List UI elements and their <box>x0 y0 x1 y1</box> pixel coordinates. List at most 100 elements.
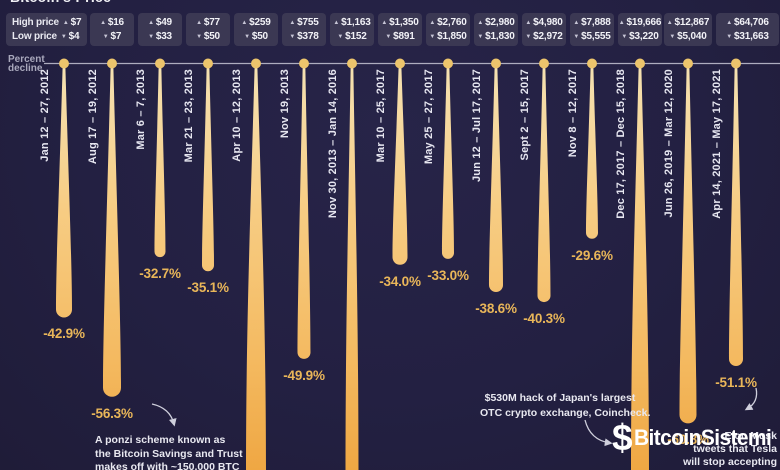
percent-decline-label: -38.6% <box>475 301 517 316</box>
price-box: ▲ $7,888 ▼ $5,555 <box>570 13 614 46</box>
decline-drip <box>345 63 359 470</box>
up-arrow-icon: ▲ <box>618 19 625 26</box>
date-range-label: Mar 6 – 7, 2013 <box>135 69 147 150</box>
axis-dot <box>299 58 309 69</box>
low-price-value: $891 <box>393 31 415 42</box>
down-arrow-icon: ▼ <box>60 33 67 40</box>
down-arrow-icon: ▼ <box>244 33 250 40</box>
low-price-value: $50 <box>251 31 268 42</box>
high-price-row: ▲ $1,350 <box>378 16 422 29</box>
annotation-musk-tweet: Elon Musk tweets that Tesla will stop ac… <box>683 430 777 469</box>
decline-drip <box>631 63 649 470</box>
price-box: ▲ $1,350 ▼ $891 <box>378 13 422 46</box>
low-price-row: ▼ $7 <box>90 30 134 43</box>
up-arrow-icon: ▲ <box>573 19 580 26</box>
low-price-value: $2,972 <box>533 31 563 42</box>
axis-dot <box>539 58 549 69</box>
up-arrow-icon: ▲ <box>381 19 388 26</box>
annotation-line: Elon Musk <box>724 430 777 442</box>
annotation-line: makes off with ~150,000 BTC <box>95 461 240 470</box>
decline-drip <box>246 63 266 470</box>
annotation-coincheck-hack: $530M hack of Japan's largest OTC crypto… <box>480 391 651 420</box>
low-price-value: $3,220 <box>629 31 659 42</box>
high-price-value: $2,760 <box>437 17 467 28</box>
high-price-value: $19,666 <box>626 17 662 28</box>
high-price-value: $1,163 <box>341 17 371 28</box>
percent-decline-label: -56.3% <box>91 405 133 421</box>
up-arrow-icon: ▲ <box>525 19 532 26</box>
decline-drip <box>729 63 743 367</box>
high-price-row: ▲ $755 <box>282 16 326 29</box>
price-box: ▲ $64,706 ▼ $31,663 <box>716 13 779 46</box>
annotation-line: tweets that Tesla <box>693 443 777 455</box>
high-price-row: ▲ $64,706 <box>716 16 779 29</box>
percent-decline-label: -60.8% <box>667 432 709 448</box>
annotation-line: OTC crypto exchange, Coincheck. <box>480 406 651 419</box>
arrow-to-musk-annotation <box>744 387 758 411</box>
down-arrow-icon: ▼ <box>102 33 109 40</box>
price-box: ▲ $1,163 ▼ $152 <box>330 13 374 46</box>
low-price-row: Low price ▼ $4 <box>6 30 87 43</box>
axis-dot <box>395 58 405 69</box>
price-box: ▲ $755 ▼ $378 <box>282 13 326 46</box>
date-range-label: Dec 17, 2017 – Dec 15, 2018 <box>615 69 627 219</box>
high-price-value: $1,350 <box>389 17 419 28</box>
percent-decline-label: -33.0% <box>427 267 469 283</box>
high-price-value: $16 <box>107 17 124 28</box>
date-range-label: Aug 17 – 19, 2012 <box>87 69 99 165</box>
low-price-value: $33 <box>155 31 172 42</box>
annotation-line: the Bitcoin Savings and Trust <box>95 447 243 460</box>
annotation-ponzi-scheme: A ponzi scheme known as the Bitcoin Savi… <box>95 434 243 470</box>
low-price-row: ▼ $1,850 <box>426 30 470 43</box>
down-arrow-icon: ▼ <box>573 33 580 40</box>
low-price-row: ▼ $33 <box>138 30 182 43</box>
axis-dot <box>731 58 741 69</box>
decline-drip <box>56 63 72 318</box>
price-legend-label: Low price <box>12 31 57 42</box>
high-price-value: $7,888 <box>581 17 611 28</box>
high-price-row: ▲ $2,980 <box>474 16 518 29</box>
high-price-value: $2,980 <box>485 17 515 28</box>
low-price-value: $50 <box>203 31 220 42</box>
up-arrow-icon: ▲ <box>726 19 732 26</box>
percent-decline-label: -35.1% <box>187 280 229 296</box>
axis-dot <box>635 58 645 69</box>
low-price-row: ▼ $31,663 <box>716 30 779 43</box>
price-box: ▲ $77 ▼ $50 <box>186 13 230 46</box>
high-price-value: $12,867 <box>674 17 710 28</box>
date-range-label: Nov 19, 2013 <box>279 69 291 139</box>
high-price-value: $77 <box>203 17 220 28</box>
axis-label-line: Percent <box>8 54 45 65</box>
percent-decline-axis-label: Percent decline <box>8 54 45 74</box>
high-price-row: ▲ $12,867 <box>664 16 712 29</box>
up-arrow-icon: ▲ <box>62 19 69 26</box>
date-range-label: May 25 – 27, 2017 <box>423 69 435 165</box>
low-price-value: $1,830 <box>485 31 515 42</box>
price-box: ▲ $2,760 ▼ $1,850 <box>426 13 470 46</box>
down-arrow-icon: ▼ <box>621 33 628 40</box>
date-range-label: Jun 12 – Jul 17, 2017 <box>471 69 483 183</box>
percent-decline-label: -29.6% <box>571 247 613 263</box>
decline-drip <box>103 63 121 397</box>
price-box: ▲ $4,980 ▼ $2,972 <box>522 13 566 46</box>
low-price-row: ▼ $1,830 <box>474 30 518 43</box>
down-arrow-icon: ▼ <box>429 33 436 40</box>
bitcoin-dollar-icon: $ <box>612 417 633 458</box>
high-price-value: $64,706 <box>734 17 769 28</box>
axis-dot <box>155 58 165 69</box>
high-price-value: $4,980 <box>533 17 563 28</box>
high-price-row: ▲ $77 <box>186 16 230 29</box>
date-range-label: Sept 2 – 15, 2017 <box>519 69 531 161</box>
low-price-row: ▼ $2,972 <box>522 30 566 43</box>
down-arrow-icon: ▼ <box>289 33 296 40</box>
price-box: ▲ $49 ▼ $33 <box>138 13 182 46</box>
decline-drip <box>679 63 697 424</box>
down-arrow-icon: ▼ <box>148 33 154 40</box>
watermark-name: BitcoinSistemi <box>633 425 772 450</box>
high-price-row: ▲ $49 <box>138 16 182 29</box>
down-arrow-icon: ▼ <box>477 33 484 40</box>
high-price-row: High price ▲ $7 <box>6 16 87 29</box>
date-range-label: Apr 14, 2021 – May 17, 2021 <box>711 69 723 219</box>
low-price-value: $152 <box>345 31 367 42</box>
